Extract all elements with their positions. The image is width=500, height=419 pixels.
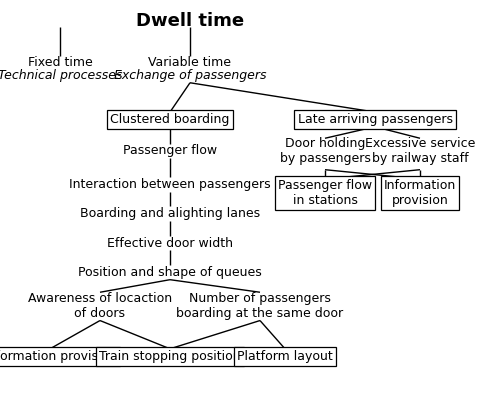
Text: Effective door width: Effective door width: [107, 236, 233, 250]
Text: Awareness of locaction
of doors: Awareness of locaction of doors: [28, 292, 172, 320]
Text: Door holding
by passengers: Door holding by passengers: [280, 137, 370, 165]
Text: Dwell time: Dwell time: [136, 12, 244, 30]
Text: Boarding and alighting lanes: Boarding and alighting lanes: [80, 207, 260, 220]
Text: Exchange of passengers: Exchange of passengers: [114, 69, 266, 82]
Text: Passenger flow: Passenger flow: [123, 144, 217, 158]
Text: Passenger flow
in stations: Passenger flow in stations: [278, 179, 372, 207]
Text: Fixed time: Fixed time: [28, 56, 92, 70]
Text: Excessive service
by railway staff: Excessive service by railway staff: [365, 137, 475, 165]
Text: Platform layout: Platform layout: [237, 349, 333, 363]
Text: Clustered boarding: Clustered boarding: [110, 113, 230, 126]
Text: Variable time: Variable time: [148, 56, 232, 70]
Text: Number of passengers
boarding at the same door: Number of passengers boarding at the sam…: [176, 292, 344, 320]
Text: Technical processes: Technical processes: [0, 69, 122, 82]
Text: Position and shape of queues: Position and shape of queues: [78, 266, 262, 279]
Text: Train stopping position: Train stopping position: [99, 349, 241, 363]
Text: Late arriving passengers: Late arriving passengers: [298, 113, 452, 126]
Text: Information
provision: Information provision: [384, 179, 456, 207]
Text: Information provision: Information provision: [0, 349, 116, 363]
Text: Interaction between passengers: Interaction between passengers: [69, 178, 271, 191]
